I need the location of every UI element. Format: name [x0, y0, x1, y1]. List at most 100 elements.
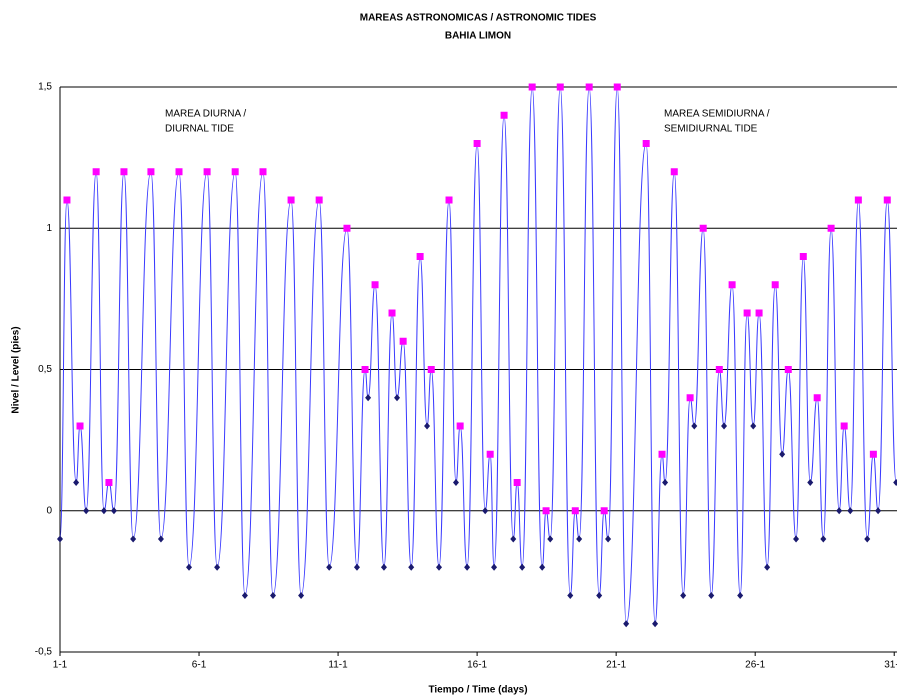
y-tick-label: 1,5	[38, 82, 52, 93]
low-tide-marker	[737, 592, 744, 599]
low-tide-marker	[750, 422, 757, 430]
high-tide-marker	[259, 168, 267, 176]
high-tide-marker	[699, 224, 707, 232]
low-tide-marker	[779, 450, 786, 458]
annotation: SEMIDIURNAL TIDE	[664, 124, 758, 135]
low-tide-marker	[864, 535, 871, 543]
high-tide-marker	[63, 196, 71, 204]
high-tide-marker	[388, 309, 396, 317]
low-tide-marker	[893, 479, 897, 486]
chart-subtitle: BAHIA LIMON	[445, 31, 511, 42]
high-tide-marker	[416, 253, 424, 260]
high-tide-marker	[771, 281, 779, 289]
x-tick-label: 11-1	[328, 660, 348, 671]
high-tide-marker	[571, 507, 579, 515]
high-tide-marker	[542, 507, 550, 515]
low-tide-marker	[326, 563, 333, 571]
high-tide-marker	[399, 337, 407, 345]
low-tide-marker	[875, 507, 882, 515]
low-tide-marker	[365, 394, 372, 402]
high-tide-marker	[513, 479, 521, 486]
high-tide-marker	[799, 253, 807, 260]
x-tick-label: 21-1	[606, 660, 626, 671]
low-tide-marker	[464, 563, 471, 571]
high-tide-marker	[827, 224, 835, 232]
x-tick-label: 16-1	[467, 660, 487, 671]
low-tide-marker	[110, 507, 117, 515]
high-tide-marker	[175, 168, 183, 176]
low-tide-marker	[708, 592, 715, 599]
low-tide-marker	[83, 507, 90, 515]
high-tide-marker	[883, 196, 891, 204]
high-tide-marker	[556, 83, 564, 91]
high-tide-marker	[613, 83, 621, 91]
high-tide-marker	[642, 140, 650, 147]
high-tide-marker	[445, 196, 453, 204]
low-tide-marker	[408, 563, 415, 571]
y-axis-label: Nivel / Level (pies)	[11, 326, 22, 413]
low-tide-marker	[623, 620, 630, 628]
annotation: DIURNAL TIDE	[165, 124, 234, 135]
low-tide-marker	[662, 479, 669, 486]
low-tide-marker	[270, 592, 277, 599]
y-tick-label: 0,5	[38, 364, 52, 375]
low-tide-marker	[452, 479, 459, 486]
low-tide-marker	[394, 394, 401, 402]
low-tide-marker	[130, 535, 137, 543]
low-tide-marker	[157, 535, 164, 543]
high-tide-marker	[686, 394, 694, 402]
high-tide-marker	[500, 111, 508, 119]
high-tide-marker	[728, 281, 736, 289]
high-tide-marker	[869, 450, 877, 458]
high-tide-marker	[486, 450, 494, 458]
low-tide-marker	[539, 563, 546, 571]
annotation: MAREA DIURNA /	[165, 109, 246, 120]
high-tide-marker	[287, 196, 295, 204]
low-tide-marker	[214, 563, 221, 571]
high-tide-marker	[813, 394, 821, 402]
high-tide-marker	[203, 168, 211, 176]
high-tide-marker	[427, 366, 435, 373]
low-tide-marker	[547, 535, 554, 543]
low-tide-marker	[482, 507, 489, 515]
low-tide-marker	[298, 592, 305, 599]
high-tide-marker	[840, 422, 848, 430]
low-tide-marker	[380, 563, 387, 571]
low-tide-marker	[847, 507, 854, 515]
x-axis-label: Tiempo / Time (days)	[428, 685, 527, 696]
high-tide-marker	[105, 479, 113, 486]
y-tick-label: 0	[46, 505, 52, 516]
high-tide-marker	[456, 422, 464, 430]
high-tide-marker	[92, 168, 100, 176]
low-tide-marker	[680, 592, 687, 599]
low-tide-marker	[100, 507, 107, 515]
low-tide-marker	[820, 535, 827, 543]
high-tide-marker	[670, 168, 678, 176]
high-tide-marker	[147, 168, 155, 176]
annotation: MAREA SEMIDIURNA /	[664, 109, 770, 120]
high-tide-marker	[361, 366, 369, 373]
low-tide-marker	[576, 535, 583, 543]
x-tick-label: 31-1	[884, 660, 897, 671]
low-tide-marker	[510, 535, 517, 543]
low-tide-marker	[73, 479, 80, 486]
low-tide-marker	[424, 422, 431, 430]
x-tick-label: 26-1	[745, 660, 765, 671]
x-tick-label: 6-1	[192, 660, 207, 671]
high-tide-marker	[585, 83, 593, 91]
high-tide-marker	[371, 281, 379, 289]
high-tide-marker	[743, 309, 751, 317]
high-tide-marker	[784, 366, 792, 373]
chart-title: MAREAS ASTRONOMICAS / ASTRONOMIC TIDES	[360, 13, 597, 24]
low-tide-marker	[793, 535, 800, 543]
high-tide-marker	[343, 224, 351, 232]
high-tide-marker	[76, 422, 84, 430]
low-tide-marker	[652, 620, 659, 628]
low-tide-marker	[186, 563, 193, 571]
x-tick-label: 1-1	[53, 660, 68, 671]
high-tide-marker	[755, 309, 763, 317]
high-tide-marker	[315, 196, 323, 204]
high-tide-marker	[715, 366, 723, 373]
low-tide-marker	[836, 507, 843, 515]
